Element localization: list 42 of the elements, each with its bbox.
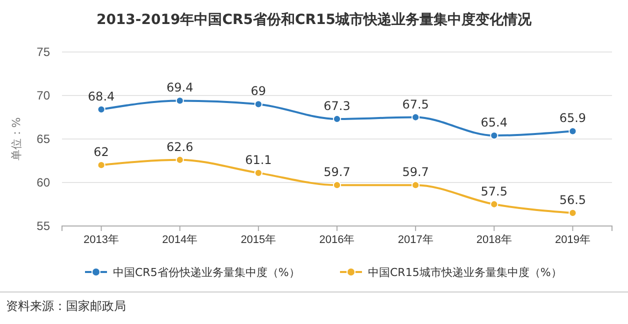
data-label: 61.1 bbox=[245, 152, 272, 167]
data-label: 59.7 bbox=[402, 165, 429, 180]
x-tick-label: 2019年 bbox=[554, 234, 590, 246]
point bbox=[332, 181, 342, 190]
data-label: 68.4 bbox=[88, 89, 115, 104]
data-label: 56.5 bbox=[559, 192, 586, 207]
data-label: 67.3 bbox=[324, 98, 350, 113]
y-tick-label: 60 bbox=[36, 175, 50, 190]
point bbox=[254, 100, 262, 108]
point bbox=[254, 168, 262, 177]
legend-label: 中国CR15城市快递业务量集中度（%） bbox=[368, 266, 562, 279]
data-label: 65.4 bbox=[480, 116, 508, 130]
point bbox=[176, 156, 184, 164]
point bbox=[412, 113, 420, 122]
x-tick-label: 2013年 bbox=[84, 234, 120, 246]
data-label: 59.7 bbox=[324, 165, 350, 180]
y-axis-title: 单位：% bbox=[10, 117, 23, 161]
x-tick-label: 2018年 bbox=[476, 234, 512, 246]
point bbox=[490, 200, 498, 208]
x-tick-label: 2014年 bbox=[162, 234, 198, 246]
data-label: 69.4 bbox=[166, 80, 194, 95]
data-label: 57.5 bbox=[480, 184, 508, 198]
point bbox=[568, 127, 577, 136]
point bbox=[97, 105, 106, 114]
point bbox=[97, 161, 106, 170]
point bbox=[412, 181, 420, 190]
data-label: 67.5 bbox=[402, 97, 429, 112]
text: 资料来源：国家邮政局 bbox=[6, 299, 126, 313]
chart-title: 2013-2019年中国CR5省份和CR15城市快递业务量集中度变化情况 bbox=[96, 11, 533, 28]
x-tick-label: 2017年 bbox=[398, 234, 434, 246]
x-tick-label: 2015年 bbox=[240, 234, 276, 246]
data-label: 62 bbox=[94, 145, 109, 160]
y-tick-label: 65 bbox=[36, 132, 50, 146]
data-label: 65.9 bbox=[559, 111, 586, 126]
y-tick-label: 70 bbox=[36, 88, 50, 102]
y-tick-label: 75 bbox=[36, 44, 50, 59]
x-tick-label: 2016年 bbox=[319, 234, 355, 246]
point bbox=[176, 96, 184, 105]
legend-label: 中国CR5省份快递业务量集中度（%） bbox=[113, 266, 300, 279]
data-label: 69 bbox=[250, 84, 266, 98]
data-label: 62.6 bbox=[166, 140, 194, 154]
y-tick-label: 55 bbox=[36, 218, 50, 233]
